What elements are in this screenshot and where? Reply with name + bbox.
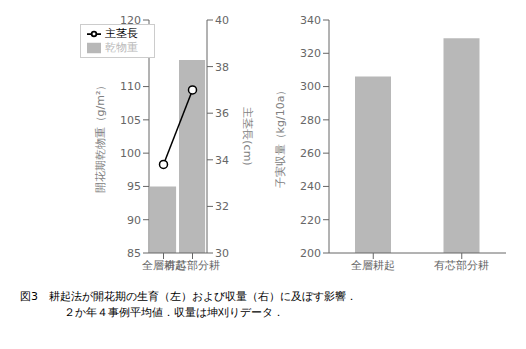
svg-text:開花期乾物重（g/m²）: 開花期乾物重（g/m²） — [94, 80, 107, 194]
svg-text:40: 40 — [215, 14, 229, 27]
svg-text:100: 100 — [120, 147, 141, 160]
svg-text:36: 36 — [215, 107, 229, 120]
svg-text:32: 32 — [215, 200, 229, 213]
svg-text:全層耕起: 全層耕起 — [351, 259, 395, 272]
svg-text:30: 30 — [215, 247, 229, 260]
svg-text:240: 240 — [300, 180, 321, 193]
svg-text:105: 105 — [120, 114, 141, 127]
svg-text:115: 115 — [120, 47, 141, 60]
svg-text:85: 85 — [127, 247, 141, 260]
svg-text:300: 300 — [300, 80, 321, 93]
svg-text:110: 110 — [120, 80, 141, 93]
svg-text:有芯部分耕: 有芯部分耕 — [165, 259, 220, 272]
svg-text:38: 38 — [215, 61, 229, 74]
svg-text:34: 34 — [215, 154, 229, 167]
svg-text:280: 280 — [300, 114, 321, 127]
svg-text:有芯部分耕: 有芯部分耕 — [434, 259, 489, 272]
svg-text:220: 220 — [300, 214, 321, 227]
svg-text:子実収量（kg/10a）: 子実収量（kg/10a） — [274, 85, 287, 189]
svg-text:320: 320 — [300, 47, 321, 60]
svg-text:120: 120 — [120, 14, 141, 27]
svg-text:90: 90 — [127, 214, 141, 227]
svg-text:340: 340 — [300, 14, 321, 27]
svg-text:主茎長(cm): 主茎長(cm) — [241, 107, 254, 165]
svg-text:200: 200 — [300, 247, 321, 260]
svg-text:95: 95 — [127, 180, 141, 193]
svg-text:260: 260 — [300, 147, 321, 160]
